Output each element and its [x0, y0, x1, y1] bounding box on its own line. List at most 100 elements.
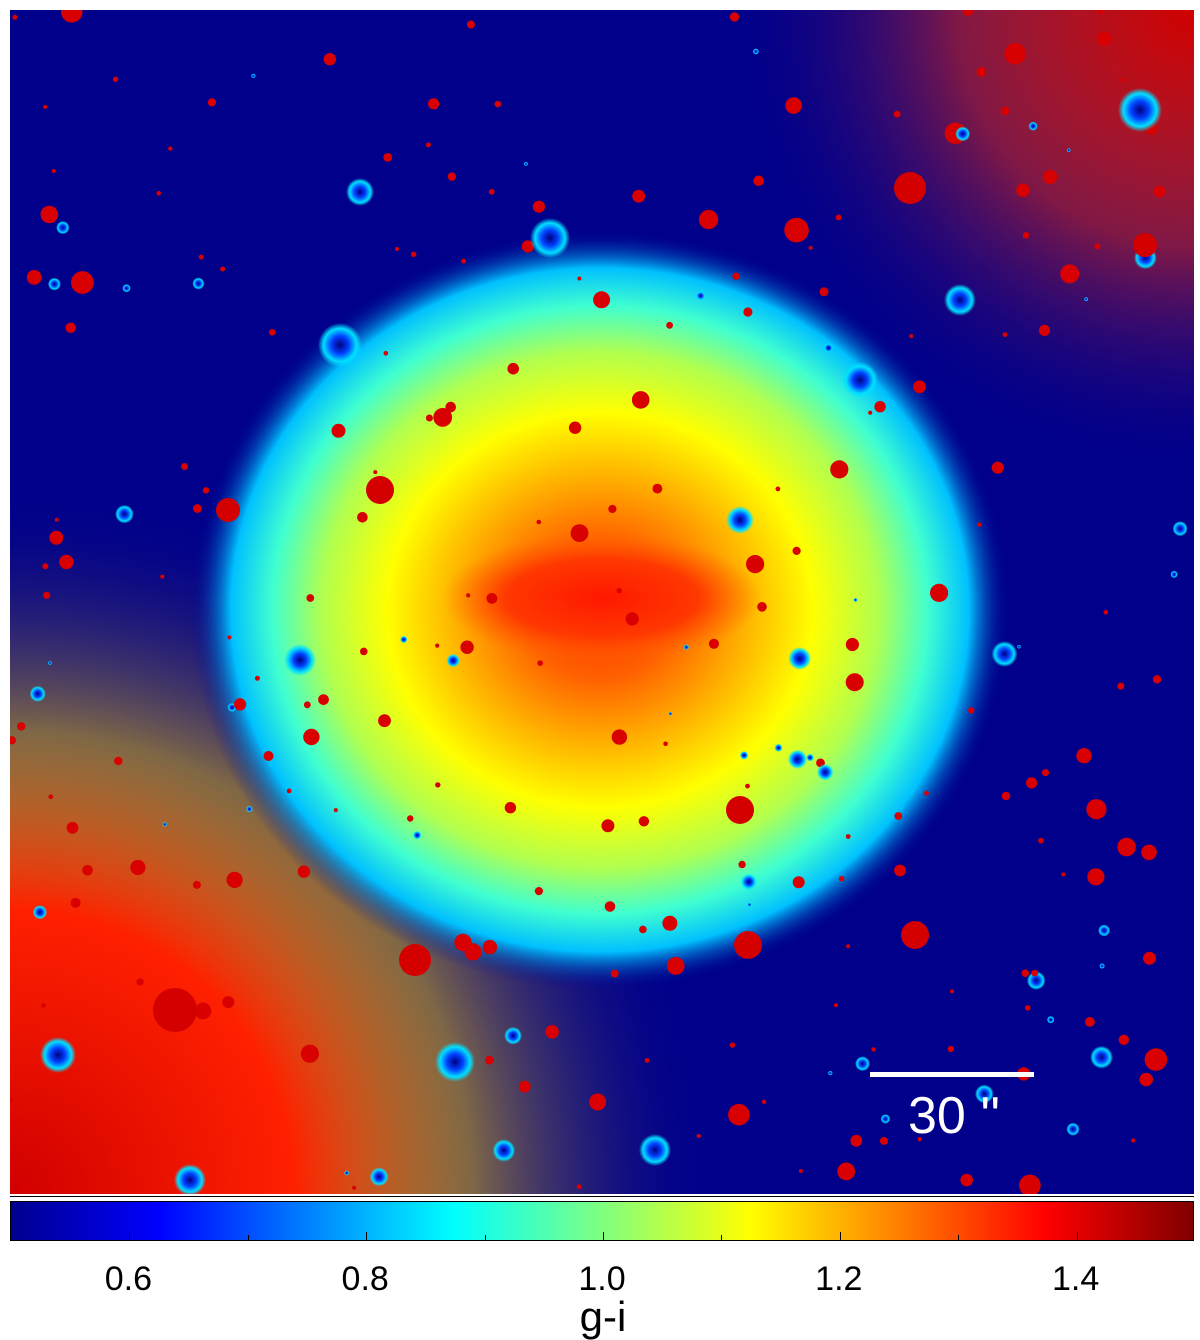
point-source	[507, 362, 519, 375]
point-source	[775, 486, 781, 492]
point-source	[466, 593, 471, 598]
point-source	[746, 555, 765, 574]
point-source	[913, 380, 926, 394]
point-source	[1017, 644, 1021, 649]
point-source	[833, 1003, 839, 1008]
point-source	[1031, 969, 1039, 977]
point-source	[26, 270, 42, 285]
point-source	[610, 969, 619, 978]
point-source	[47, 660, 53, 666]
point-source	[1000, 106, 1010, 116]
point-source	[234, 698, 247, 711]
point-source	[300, 1044, 319, 1063]
point-source	[950, 989, 955, 994]
point-source	[837, 1162, 856, 1181]
point-source	[49, 530, 64, 545]
point-source	[625, 612, 639, 626]
point-source	[29, 685, 46, 702]
point-source	[482, 939, 498, 955]
point-source	[652, 483, 663, 494]
bright-star	[944, 284, 976, 316]
point-source	[1152, 675, 1162, 684]
point-source	[12, 14, 18, 20]
point-source	[193, 504, 202, 513]
point-source	[1002, 332, 1008, 337]
point-source	[394, 246, 400, 252]
point-source	[1024, 1005, 1031, 1011]
point-source	[410, 251, 417, 257]
point-source	[534, 887, 544, 896]
point-source	[268, 329, 276, 336]
colorbar-major-tick	[839, 1232, 841, 1240]
point-source	[331, 423, 346, 438]
point-source	[798, 1169, 803, 1173]
point-source	[194, 1002, 212, 1020]
point-source	[774, 743, 783, 752]
point-source	[1019, 1174, 1041, 1194]
point-source	[1141, 844, 1157, 861]
point-source	[360, 647, 368, 656]
point-source	[407, 815, 414, 822]
point-source	[745, 783, 750, 789]
point-source	[42, 563, 49, 570]
point-source	[871, 1047, 876, 1052]
point-source	[1016, 183, 1030, 197]
point-source	[960, 1173, 973, 1187]
red-source	[1133, 233, 1157, 257]
point-source	[819, 287, 829, 297]
bright-star	[530, 218, 570, 258]
point-source	[115, 504, 134, 524]
point-source	[494, 100, 502, 108]
point-source	[61, 10, 83, 23]
point-source	[160, 574, 165, 579]
point-source	[523, 161, 529, 166]
point-source	[226, 871, 243, 889]
point-source	[1098, 924, 1111, 937]
colorbar-major-tick	[1076, 1232, 1078, 1240]
point-source	[792, 876, 805, 889]
point-source	[601, 819, 615, 833]
point-source	[1087, 868, 1105, 886]
point-source	[868, 410, 873, 415]
colorbar-major-tick	[366, 1232, 368, 1240]
point-source	[850, 1134, 863, 1147]
point-source	[71, 271, 94, 294]
point-source	[962, 10, 974, 16]
point-source	[10, 736, 16, 745]
point-source	[668, 711, 673, 716]
point-source	[1117, 682, 1125, 690]
point-source	[373, 470, 378, 475]
point-source	[306, 594, 315, 602]
point-source	[738, 860, 746, 869]
point-source	[823, 343, 834, 353]
point-source	[114, 756, 123, 766]
colorbar-minor-tick	[958, 1235, 960, 1240]
point-source	[460, 640, 474, 654]
colorbar-minor-tick	[721, 1235, 723, 1240]
point-source	[181, 463, 188, 470]
point-source	[695, 290, 706, 301]
point-source	[532, 200, 546, 213]
point-source	[47, 277, 61, 291]
point-source	[352, 1185, 357, 1190]
point-source	[156, 191, 161, 196]
point-source	[638, 816, 650, 827]
point-source	[323, 53, 336, 66]
point-source	[344, 1170, 350, 1176]
point-source	[425, 142, 431, 148]
point-source	[593, 291, 611, 309]
point-source	[286, 788, 292, 794]
point-source	[1117, 837, 1136, 857]
point-source	[845, 834, 851, 839]
point-source	[43, 591, 51, 599]
red-source	[726, 796, 754, 824]
bright-star	[435, 1042, 475, 1082]
point-source	[955, 126, 971, 142]
point-source	[991, 461, 1004, 474]
colorbar-tick-label: 0.6	[104, 1260, 153, 1298]
point-source	[1041, 769, 1050, 777]
point-source	[435, 782, 441, 788]
point-source	[48, 794, 54, 800]
point-source	[827, 1070, 833, 1076]
point-source	[82, 865, 93, 876]
